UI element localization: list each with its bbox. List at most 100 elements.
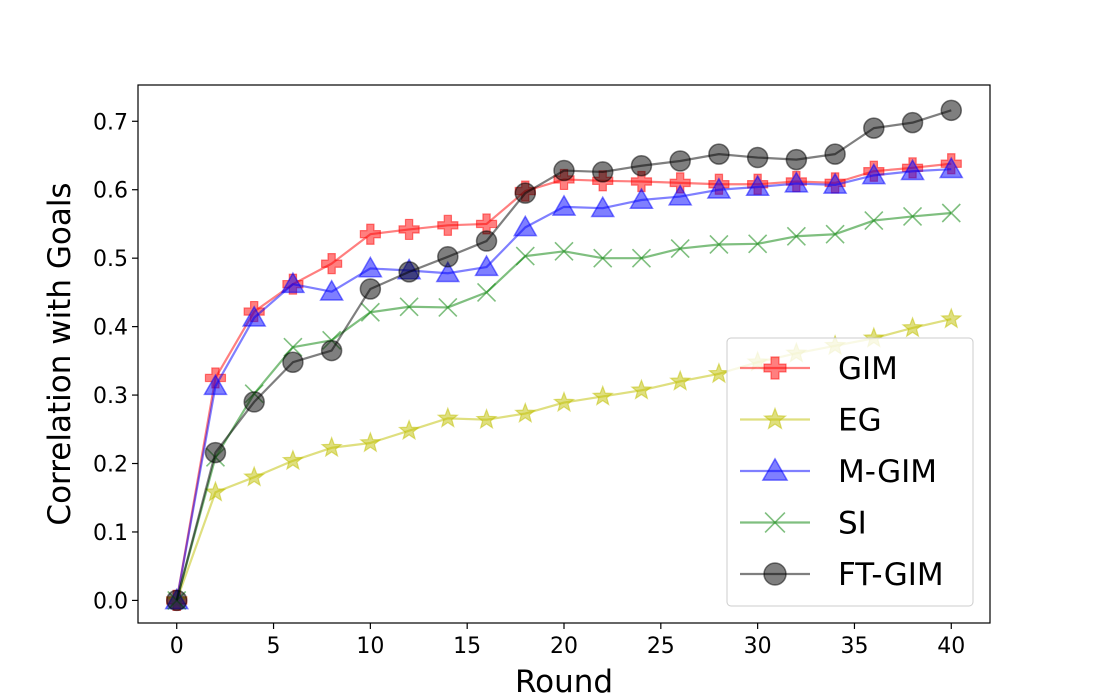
- data-point-si: [786, 226, 806, 246]
- data-point-ft-gim: [243, 391, 265, 413]
- data-point-ft-gim: [785, 148, 808, 171]
- series-ft-gim: [165, 99, 963, 612]
- y-tick-label: 0.1: [93, 521, 128, 546]
- data-point-gim: [398, 218, 420, 241]
- data-point-eg: [281, 449, 305, 471]
- legend-marker-m-gim: [761, 457, 789, 481]
- data-point-si: [670, 239, 690, 259]
- x-tick-label: 0: [170, 634, 184, 659]
- data-point-si: [825, 224, 845, 244]
- data-point-ft-gim: [398, 261, 420, 283]
- data-point-m-gim: [938, 156, 964, 179]
- data-point-ft-gim: [901, 111, 924, 134]
- data-point-si: [864, 210, 884, 231]
- data-point-si: [476, 282, 497, 302]
- data-point-m-gim: [667, 184, 693, 206]
- data-point-m-gim: [358, 255, 383, 278]
- data-point-ft-gim: [204, 441, 227, 464]
- x-axis-ticks: 0 5 10 15 20 25 30 35 40: [170, 623, 965, 659]
- data-point-m-gim: [551, 194, 577, 216]
- legend-label-eg: EG: [838, 403, 882, 439]
- data-point-ft-gim: [591, 161, 614, 183]
- data-point-si: [438, 297, 458, 318]
- x-tick-label: 35: [840, 634, 868, 659]
- data-point-m-gim: [435, 260, 461, 283]
- data-point-ft-gim: [940, 99, 963, 122]
- legend-entry-m-gim: M-GIM: [740, 454, 937, 490]
- legend-label-si: SI: [838, 506, 867, 542]
- legend-label-ft-gim: FT-GIM: [838, 557, 944, 593]
- data-point-ft-gim: [669, 150, 691, 172]
- data-point-ft-gim: [437, 246, 459, 268]
- y-axis-ticks: 0.0 0.1 0.2 0.3 0.4 0.5 0.6 0.7: [93, 110, 138, 614]
- data-point-eg: [359, 431, 382, 453]
- data-point-m-gim: [706, 177, 732, 199]
- data-point-eg: [591, 384, 614, 406]
- legend: GIM EG M-GIM SI FT-GIM: [726, 337, 974, 607]
- x-tick-label: 10: [356, 634, 384, 659]
- data-point-si: [593, 248, 613, 268]
- data-point-m-gim: [512, 214, 538, 237]
- x-tick-label: 25: [647, 634, 675, 659]
- data-point-ft-gim: [863, 117, 885, 139]
- plot-marks: [164, 99, 964, 612]
- data-point-si: [902, 206, 923, 226]
- legend-entry-si: SI: [740, 506, 867, 542]
- y-tick-label: 0.0: [93, 589, 128, 614]
- data-point-si: [748, 234, 768, 254]
- y-tick-label: 0.5: [93, 247, 128, 272]
- data-point-eg: [707, 362, 731, 384]
- x-tick-label: 20: [550, 634, 578, 659]
- data-point-m-gim: [280, 271, 306, 294]
- data-point-eg: [320, 436, 343, 458]
- legend-marker-gim: [763, 356, 787, 380]
- data-point-ft-gim: [320, 339, 343, 362]
- data-point-si: [709, 234, 729, 255]
- data-point-eg: [901, 316, 924, 338]
- data-point-eg: [940, 307, 963, 329]
- legend-marker-eg: [762, 406, 788, 430]
- data-point-eg: [204, 480, 227, 502]
- data-point-si: [283, 337, 303, 357]
- legend-entry-gim: GIM: [740, 351, 898, 387]
- data-point-ft-gim: [514, 182, 537, 204]
- x-tick-label: 30: [744, 634, 772, 659]
- data-point-ft-gim: [475, 230, 498, 252]
- y-tick-label: 0.7: [93, 110, 128, 135]
- data-point-si: [360, 302, 380, 322]
- data-point-ft-gim: [630, 155, 653, 177]
- data-point-m-gim: [822, 172, 848, 194]
- data-point-m-gim: [241, 305, 267, 327]
- y-tick-label: 0.3: [93, 384, 128, 409]
- legend-entry-eg: EG: [740, 403, 882, 439]
- data-point-gim: [630, 170, 653, 193]
- y-tick-label: 0.4: [93, 316, 128, 341]
- x-tick-label: 5: [267, 634, 281, 659]
- data-point-si: [631, 248, 652, 268]
- data-point-gim: [359, 223, 381, 245]
- data-point-ft-gim: [553, 159, 575, 182]
- data-point-si: [554, 241, 574, 261]
- data-point-ft-gim: [746, 146, 769, 169]
- legend-marker-si: [764, 512, 786, 533]
- legend-marker-ft-gim: [763, 562, 787, 586]
- data-point-si: [941, 203, 961, 223]
- x-tick-label: 15: [453, 634, 481, 659]
- data-point-si: [399, 297, 419, 317]
- legend-entry-ft-gim: FT-GIM: [740, 557, 944, 593]
- data-point-ft-gim: [282, 351, 304, 373]
- data-point-m-gim: [590, 195, 616, 218]
- data-point-eg: [475, 407, 498, 430]
- data-point-eg: [669, 369, 692, 391]
- data-point-eg: [514, 401, 537, 424]
- data-point-ft-gim: [824, 143, 846, 165]
- x-tick-label: 40: [937, 634, 965, 659]
- data-point-gim: [437, 214, 459, 236]
- data-point-m-gim: [784, 171, 809, 193]
- data-point-si: [515, 246, 535, 266]
- data-point-eg: [436, 406, 459, 428]
- data-point-eg: [630, 378, 653, 400]
- data-point-m-gim: [203, 373, 228, 396]
- data-point-m-gim: [745, 174, 770, 196]
